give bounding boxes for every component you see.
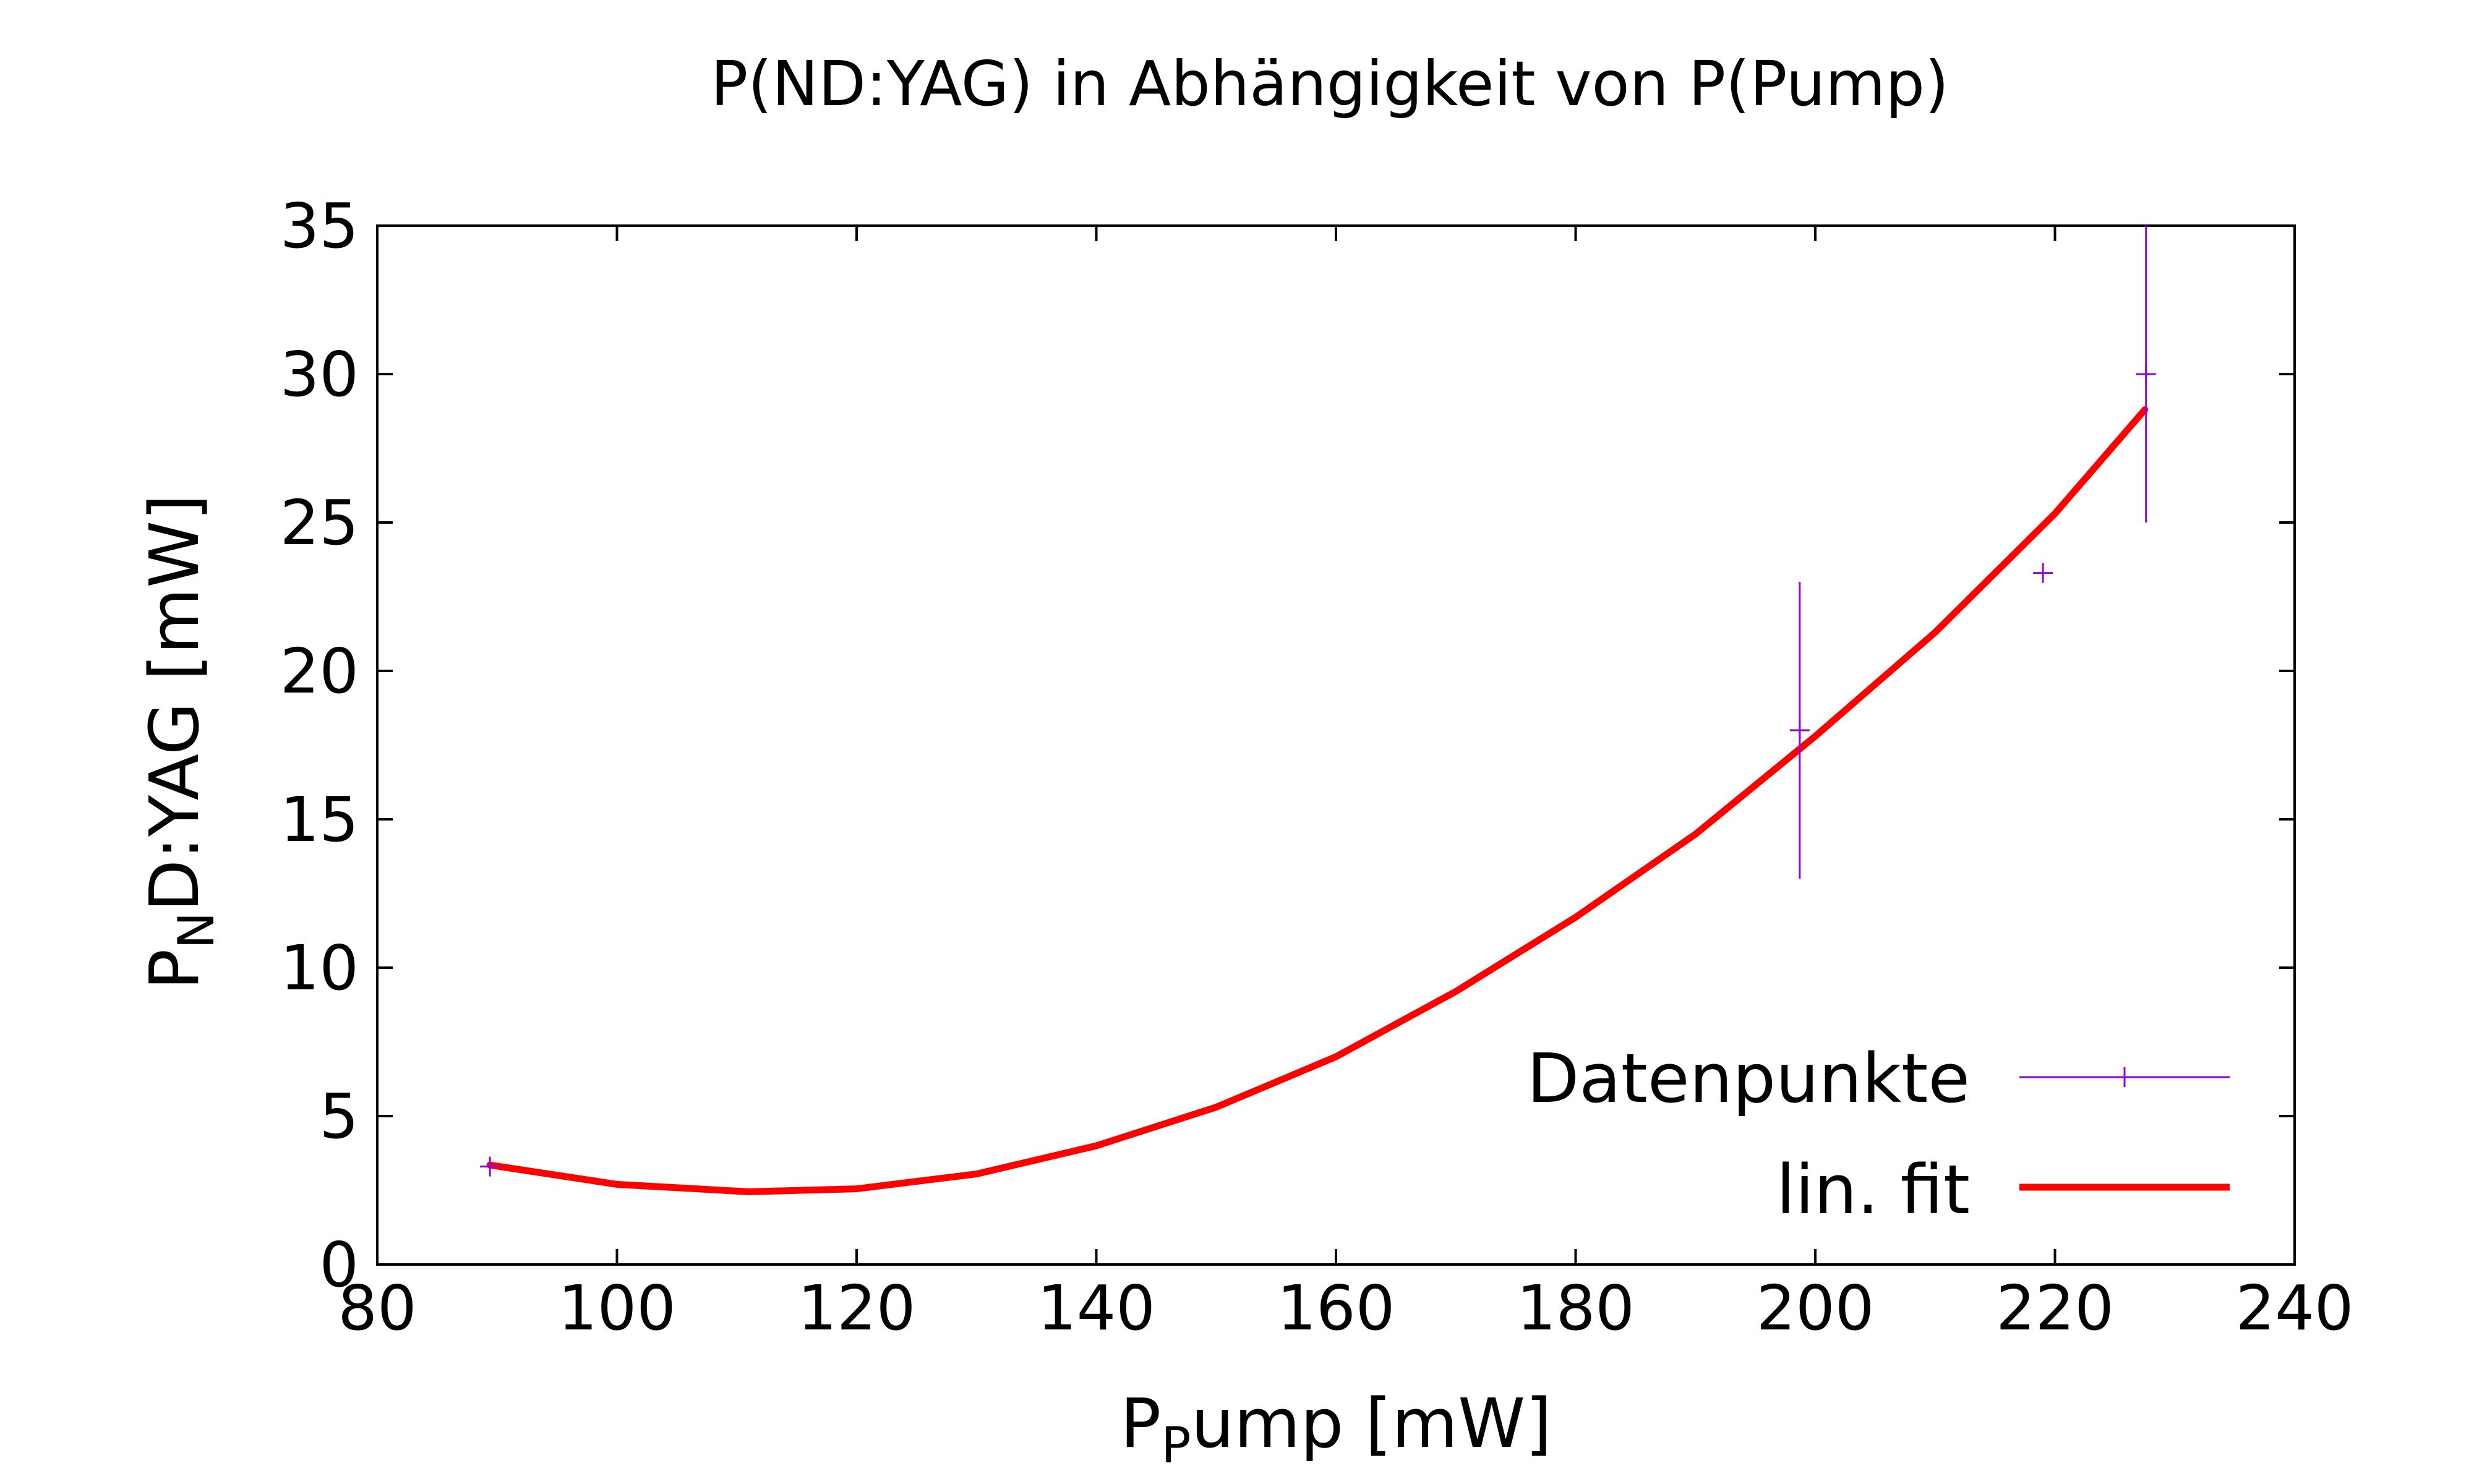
legend-sample-datenpunkte [2019, 1067, 2230, 1087]
x-tick-label: 160 [1277, 1272, 1395, 1344]
data-point [1789, 582, 1810, 879]
y-tick-label: 30 [280, 338, 359, 411]
x-tick-label: 100 [558, 1272, 676, 1344]
x-tick-label: 120 [798, 1272, 916, 1344]
x-tick-label: 140 [1037, 1272, 1155, 1344]
x-tick-label: 80 [338, 1272, 416, 1344]
y-tick-label: 20 [280, 635, 359, 707]
legend: Datenpunkte lin. fit [1527, 1039, 2230, 1229]
y-axis-label: PND:YAG [mW] [135, 494, 225, 990]
x-tick-label: 220 [1996, 1272, 2114, 1344]
x-tick-label: 180 [1517, 1272, 1635, 1344]
x-tick-label: 200 [1757, 1272, 1875, 1344]
y-tick-label: 25 [280, 487, 359, 559]
data-point [2033, 563, 2053, 583]
fit-curve-layer [486, 406, 2149, 1195]
data-point [2136, 226, 2156, 522]
y-tick-label: 0 [319, 1229, 359, 1301]
chart-title: P(ND:YAG) in Abhängigkeit von P(Pump) [711, 48, 1949, 120]
legend-label-fit: lin. fit [1776, 1150, 1970, 1229]
y-tick-labels: 0 5 10 15 20 25 30 35 [280, 190, 359, 1301]
y-tick-label: 10 [280, 932, 359, 1004]
x-tick-labels: 80 100 120 140 160 180 200 220 240 [338, 1272, 2353, 1344]
x-axis-label: PPump [mW] [1120, 1384, 1552, 1474]
axis-ticks [376, 224, 2296, 1266]
x-tick-label: 240 [2236, 1272, 2354, 1344]
y-tick-label: 15 [280, 783, 359, 856]
y-tick-label: 35 [280, 190, 359, 262]
data-points-layer [480, 226, 2156, 1177]
data-point [480, 1156, 500, 1177]
fit-curve [486, 406, 2149, 1195]
plot-frame [376, 224, 2296, 1266]
y-tick-label: 5 [319, 1080, 359, 1153]
legend-label-datenpunkte: Datenpunkte [1527, 1039, 1970, 1118]
